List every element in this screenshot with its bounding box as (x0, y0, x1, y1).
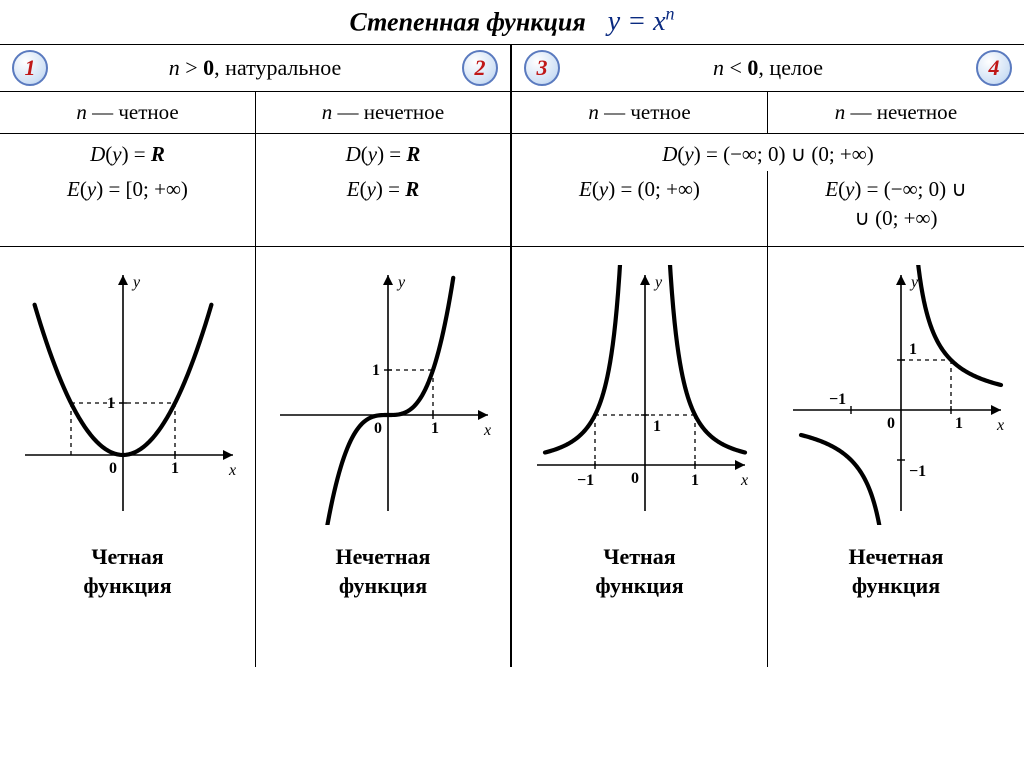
range-row: E(y) = [0; +∞) E(y) = R E(y) = (0; +∞) E… (0, 171, 1024, 247)
svg-text:1: 1 (372, 362, 380, 379)
header-row: 1 n > 0, натуральное 2 3 n < 0, целое 4 (0, 45, 1024, 92)
range-3: E(y) = (0; +∞) (512, 171, 768, 246)
header-right: 3 n < 0, целое 4 (512, 45, 1024, 91)
svg-text:x: x (996, 417, 1004, 434)
subhead-2: n — нечетное (256, 92, 512, 133)
svg-text:1: 1 (107, 395, 115, 412)
subhead-row: n — четное n — нечетное n — четное n — н… (0, 92, 1024, 134)
domain-34: D(y) = (−∞; 0) ∪ (0; +∞) (512, 134, 1024, 171)
chart-2: 0 x y 1 1 (268, 265, 498, 525)
svg-text:y: y (909, 274, 919, 291)
svg-text:0: 0 (109, 460, 117, 477)
range-2: E(y) = R (256, 171, 512, 246)
svg-text:x: x (483, 422, 491, 439)
subhead-4: n — нечетное (768, 92, 1024, 133)
header-right-text: n < 0, целое (713, 55, 823, 80)
subhead-1: n — четное (0, 92, 256, 133)
range-1: E(y) = [0; +∞) (0, 171, 256, 246)
chart-1: 0 x y 1 1 (13, 265, 243, 525)
badge-2: 2 (462, 50, 498, 86)
caption-2: Нечетнаяфункция (336, 543, 431, 600)
svg-text:1: 1 (691, 472, 699, 489)
chart-4: 0 x y 1 −1 1 −1 (781, 265, 1011, 525)
domain-row: D(y) = R D(y) = R D(y) = (−∞; 0) ∪ (0; +… (0, 134, 1024, 171)
caption-4: Нечетнаяфункция (849, 543, 944, 600)
chart-row: 0 x y 1 1 Четнаяфункция 0 x y 1 1 Нечетнаяфункци… (0, 247, 1024, 667)
svg-text:1: 1 (171, 460, 179, 477)
caption-3: Четнаяфункция (595, 543, 683, 600)
svg-text:−1: −1 (909, 463, 926, 480)
svg-text:y: y (131, 274, 141, 291)
title-formula: y = xn (608, 6, 675, 37)
svg-text:1: 1 (955, 415, 963, 432)
chart-3: 0 x y 1 −1 1 (525, 265, 755, 525)
header-left-text: n > 0, натуральное (169, 55, 342, 80)
chart-cell-3: 0 x y 1 −1 1 Четнаяфункция (512, 247, 768, 667)
badge-4: 4 (976, 50, 1012, 86)
svg-text:0: 0 (631, 470, 639, 487)
chart-cell-4: 0 x y 1 −1 1 −1 Нечетнаяфункция (768, 247, 1024, 667)
svg-text:−1: −1 (577, 472, 594, 489)
svg-text:x: x (740, 472, 748, 489)
svg-text:y: y (396, 274, 406, 291)
domain-1: D(y) = R (0, 134, 256, 171)
svg-text:1: 1 (909, 341, 917, 358)
title-row: Степенная функция y = xn (0, 0, 1024, 45)
chart-cell-2: 0 x y 1 1 Нечетнаяфункция (256, 247, 512, 667)
svg-text:1: 1 (431, 420, 439, 437)
domain-2: D(y) = R (256, 134, 512, 171)
range-4: E(y) = (−∞; 0) ∪∪ (0; +∞) (768, 171, 1024, 246)
badge-1: 1 (12, 50, 48, 86)
badge-3: 3 (524, 50, 560, 86)
chart-cell-1: 0 x y 1 1 Четнаяфункция (0, 247, 256, 667)
subhead-3: n — четное (512, 92, 768, 133)
header-left: 1 n > 0, натуральное 2 (0, 45, 512, 91)
svg-text:y: y (653, 274, 663, 291)
svg-text:1: 1 (653, 418, 661, 435)
svg-text:x: x (228, 462, 236, 479)
svg-text:−1: −1 (829, 391, 846, 408)
svg-text:0: 0 (887, 415, 895, 432)
svg-text:0: 0 (374, 420, 382, 437)
caption-1: Четнаяфункция (83, 543, 171, 600)
page-title: Степенная функция (349, 7, 585, 36)
